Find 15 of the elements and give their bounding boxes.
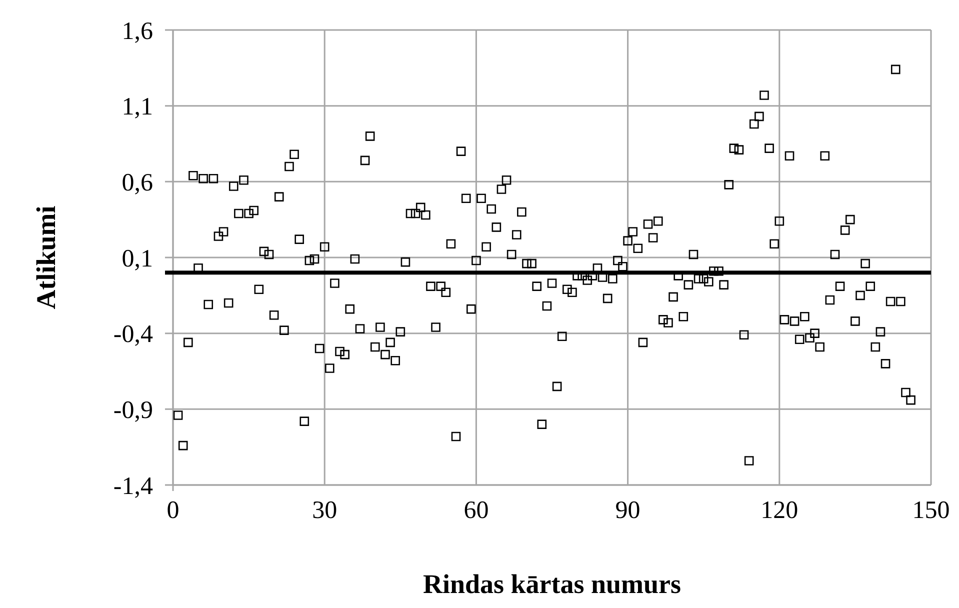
y-tick-label: 0,6 [122, 169, 153, 196]
y-tick-label: 0,1 [122, 245, 153, 272]
x-tick-label: 60 [464, 497, 489, 524]
x-axis-title: Rindas kārtas numurs [422, 569, 682, 599]
x-tick-label: 90 [615, 497, 640, 524]
y-tick-label: 1,6 [122, 18, 153, 45]
y-axis-title: Atlikumi [31, 205, 61, 310]
y-tick-label: 1,1 [122, 94, 153, 121]
y-tick-label: -1,4 [113, 472, 154, 500]
x-tick-label: 0 [166, 497, 180, 524]
y-tick-label: -0,9 [113, 396, 153, 424]
x-tick-label: 30 [312, 497, 338, 524]
y-tick-label: -0,4 [113, 321, 154, 348]
x-tick-label: 120 [760, 497, 798, 524]
x-tick-label: 150 [912, 497, 950, 524]
